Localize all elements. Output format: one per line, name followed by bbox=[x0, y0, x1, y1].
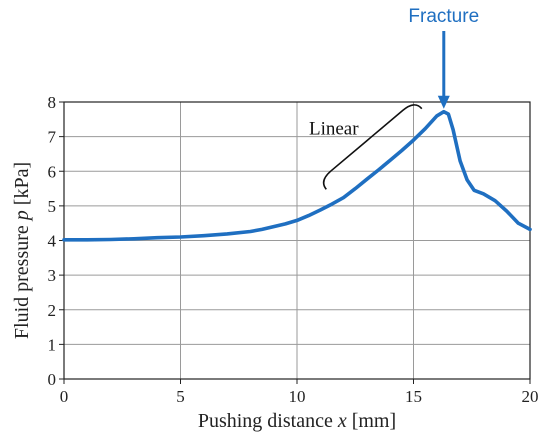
y-axis-ticks: 0 1 2 3 4 5 6 7 8 bbox=[48, 93, 64, 389]
fracture-annotation: Fracture bbox=[408, 6, 479, 109]
series-line bbox=[62, 109, 532, 242]
x-tick-label: 5 bbox=[176, 387, 185, 406]
y-tick-label: 3 bbox=[48, 266, 57, 285]
fracture-arrow-icon bbox=[437, 95, 450, 109]
y-tick-label: 6 bbox=[48, 162, 57, 181]
x-axis-ticks: 0 5 10 15 20 bbox=[60, 379, 539, 406]
brace-path bbox=[322, 104, 423, 190]
x-axis-title: Pushing distance x [mm] bbox=[198, 410, 396, 432]
y-axis-title: Fluid pressure p [kPa] bbox=[11, 162, 33, 339]
x-tick-label: 15 bbox=[405, 387, 422, 406]
x-tick-label: 20 bbox=[522, 387, 539, 406]
y-tick-label: 0 bbox=[48, 370, 57, 389]
linear-region-brace bbox=[322, 104, 423, 190]
y-tick-label: 5 bbox=[48, 197, 57, 216]
linear-label: Linear bbox=[309, 119, 359, 140]
y-tick-label: 8 bbox=[48, 93, 57, 112]
y-tick-label: 1 bbox=[48, 335, 57, 354]
y-tick-label: 2 bbox=[48, 301, 57, 320]
x-tick-label: 10 bbox=[289, 387, 306, 406]
fracture-label: Fracture bbox=[408, 6, 479, 27]
y-tick-label: 4 bbox=[48, 232, 57, 251]
x-tick-label: 0 bbox=[60, 387, 69, 406]
y-tick-label: 7 bbox=[48, 128, 57, 147]
